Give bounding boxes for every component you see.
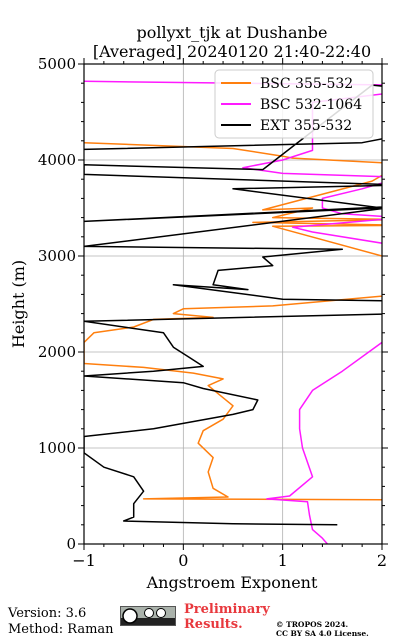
preliminary-line1: Preliminary [184, 602, 270, 617]
copyright-line2: CC BY SA 4.0 License. [276, 629, 369, 638]
series-line-2 [84, 84, 382, 526]
y-tick-label: 0 [66, 535, 76, 553]
copyright-note: © TROPOS 2024. CC BY SA 4.0 License. [276, 620, 369, 638]
legend: BSC 355-532 BSC 532-1064 EXT 355-532 [214, 69, 374, 139]
preliminary-line2: Results. [184, 617, 243, 632]
legend-box [214, 69, 374, 139]
preliminary-note: Preliminary Results. [184, 602, 270, 632]
version-info: Version: 3.6 Method: Raman [8, 606, 114, 638]
x-axis-label: Angstroem Exponent [146, 573, 318, 592]
method-text: Method: Raman [8, 622, 114, 637]
x-tick-label: 2 [377, 551, 387, 570]
y-tick-label: 1000 [38, 439, 76, 457]
chart-title: pollyxt_tjk at Dushanbe [136, 23, 327, 42]
y-tick-label: 4000 [38, 151, 76, 169]
y-tick-label: 3000 [38, 247, 76, 265]
cc-license-badge [120, 606, 176, 626]
legend-label-bsc355: BSC 355-532 [260, 76, 353, 92]
legend-label-bsc532: BSC 532-1064 [260, 97, 362, 113]
legend-label-ext355: EXT 355-532 [260, 118, 352, 134]
x-tick-label: −1 [72, 551, 96, 570]
x-tick-label: 1 [278, 551, 288, 570]
plot-frame [83, 63, 383, 545]
copyright-line1: © TROPOS 2024. [276, 620, 349, 629]
y-tick-label: 5000 [38, 55, 76, 73]
series-group [84, 80, 382, 544]
x-tick-label: 0 [178, 551, 188, 570]
chart-subtitle: [Averaged] 20240120 21:40-22:40 [93, 42, 371, 61]
y-tick-label: 2000 [38, 343, 76, 361]
series-line-1 [84, 80, 382, 544]
angstroem-chart: pollyxt_tjk at Dushanbe [Averaged] 20240… [9, 23, 388, 592]
version-text: Version: 3.6 [8, 606, 87, 621]
y-axis-label: Height (m) [9, 260, 28, 348]
